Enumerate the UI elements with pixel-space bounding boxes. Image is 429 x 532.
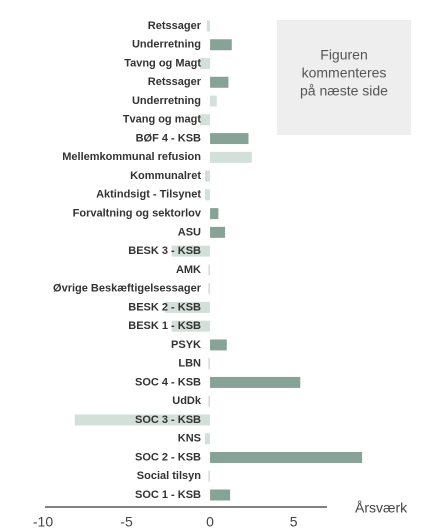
bar	[208, 470, 211, 482]
bar	[210, 95, 217, 107]
bar	[210, 151, 252, 163]
y-tick-label: Tavng og Magt	[124, 57, 201, 69]
bar	[210, 208, 219, 220]
bar	[208, 264, 211, 276]
bar	[74, 414, 211, 426]
bar	[208, 358, 211, 370]
y-tick-label: Mellemkommunal refusion	[62, 151, 201, 163]
annotation: Figuren	[320, 47, 367, 63]
bar	[210, 133, 249, 145]
bar	[208, 283, 211, 295]
y-tick-label: Retssager	[148, 20, 202, 32]
bar	[206, 20, 211, 32]
bar	[210, 76, 229, 88]
bar	[205, 170, 211, 182]
y-tick-label: KNS	[178, 433, 201, 445]
bar	[208, 395, 211, 407]
bar	[210, 489, 231, 501]
bar	[205, 433, 211, 445]
x-axis-label: Årsværk	[355, 500, 408, 516]
y-tick-label: Kommunalret	[130, 170, 201, 182]
y-tick-label: Underretning	[132, 95, 201, 107]
y-tick-label: Retssager	[148, 76, 202, 88]
bar	[210, 451, 363, 463]
x-tick-label: -10	[33, 514, 53, 530]
bar	[200, 114, 211, 126]
y-tick-label: Tvang og magt	[123, 114, 202, 126]
annotation-box	[277, 20, 411, 135]
y-tick-label: Øvrige Beskæftigelsessager	[53, 283, 202, 295]
y-tick-label: LBN	[178, 358, 201, 370]
y-tick-label: SOC 1 - KSB	[135, 489, 201, 501]
bar	[205, 189, 211, 201]
bar	[200, 58, 211, 70]
annotation: på næste side	[300, 83, 388, 99]
y-tick-label: Underretning	[132, 39, 201, 51]
annotation: kommenteres	[302, 65, 387, 81]
y-tick-label: BESK 3 - KSB	[128, 245, 201, 257]
bar	[210, 339, 227, 351]
y-tick-label: UdDk	[172, 395, 202, 407]
y-tick-label: SOC 2 - KSB	[135, 451, 201, 463]
bar	[210, 376, 301, 388]
y-tick-label: SOC 3 - KSB	[135, 414, 201, 426]
y-tick-label: BØF 4 - KSB	[136, 132, 201, 144]
x-tick-label: -5	[120, 514, 133, 530]
y-tick-label: Forvaltning og sektorlov	[73, 208, 202, 220]
bar	[210, 39, 232, 51]
y-tick-label: ASU	[178, 226, 201, 238]
y-tick-label: PSYK	[171, 339, 201, 351]
y-tick-label: BESK 2 - KSB	[128, 301, 201, 313]
bar	[164, 301, 211, 313]
y-tick-label: Social tilsyn	[137, 470, 201, 482]
bar	[171, 320, 211, 332]
y-tick-label: SOC 4 - KSB	[135, 376, 201, 388]
bar	[210, 226, 226, 238]
y-tick-label: Aktindsigt - Tilsynet	[96, 189, 201, 201]
y-tick-label: BESK 1 - KSB	[128, 320, 201, 332]
x-tick-label: 0	[206, 514, 214, 530]
y-tick-label: AMK	[176, 264, 201, 276]
bar	[171, 245, 211, 257]
x-tick-label: 5	[290, 514, 298, 530]
